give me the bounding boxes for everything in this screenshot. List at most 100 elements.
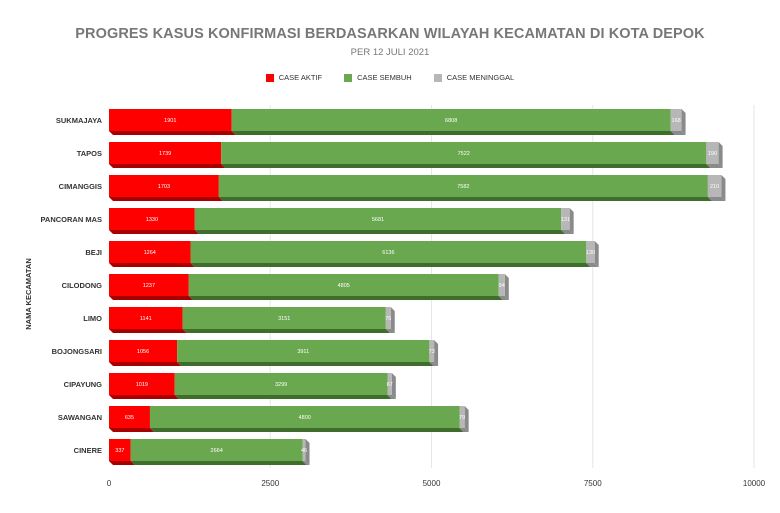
bar-depth-end — [718, 142, 723, 168]
bar-case-aktif — [109, 274, 189, 296]
bar-case-sembuh — [221, 142, 707, 164]
bar-depth-bottom — [231, 131, 675, 135]
bar-case-sembuh — [174, 373, 388, 395]
data-label-case-sembuh: 5681 — [372, 217, 384, 223]
bar-case-aktif — [109, 406, 150, 428]
x-tick-label: 7500 — [584, 479, 602, 488]
category-label: CINERE — [74, 446, 102, 455]
bar-depth-bottom — [109, 230, 199, 234]
bar-depth-bottom — [182, 329, 390, 333]
category-label: CILODONG — [62, 281, 103, 290]
y-axis-title: NAMA KECAMATAN — [24, 258, 33, 330]
bar-case-sembuh — [218, 175, 708, 197]
data-label-case-meninggal: 79 — [459, 415, 465, 421]
legend-label-case-sembuh: CASE SEMBUH — [357, 73, 412, 82]
x-tick-label: 2500 — [261, 479, 279, 488]
bar-depth-bottom — [188, 296, 503, 300]
bar-depth-bottom — [498, 296, 509, 300]
bar-depth-bottom — [109, 131, 236, 135]
data-label-case-meninggal: 130 — [586, 250, 595, 256]
bar-case-aktif — [109, 208, 195, 230]
bar-case-aktif — [109, 109, 232, 131]
data-label-case-sembuh: 6136 — [382, 250, 394, 256]
bar-case-aktif — [109, 439, 131, 461]
data-label-case-aktif: 635 — [125, 415, 134, 421]
legend-label-case-meninggal: CASE MENINGGAL — [446, 73, 515, 82]
data-label-case-meninggal: 67 — [387, 382, 393, 388]
x-tick-label: 0 — [107, 479, 112, 488]
bar-depth-bottom — [109, 395, 179, 399]
category-label: PANCORAN MAS — [40, 215, 102, 224]
bar-depth-bottom — [561, 230, 574, 234]
data-label-case-aktif: 1237 — [143, 283, 155, 289]
legend-swatch-case-aktif — [265, 73, 274, 82]
legend-swatch-case-meninggal — [433, 73, 442, 82]
bar-case-meninggal — [387, 373, 392, 395]
data-label-case-sembuh: 4805 — [338, 283, 350, 289]
bar-case-sembuh — [231, 109, 671, 131]
bar-depth-bottom — [177, 362, 434, 366]
data-label-case-meninggal: 46 — [301, 448, 307, 454]
bar-depth-end — [721, 175, 726, 201]
bar-case-meninggal — [707, 175, 722, 197]
bar-depth-bottom — [194, 230, 566, 234]
bar-case-meninggal — [429, 340, 435, 362]
data-label-case-meninggal: 190 — [708, 151, 717, 157]
bar-depth-bottom — [221, 164, 711, 168]
bar-depth-bottom — [109, 197, 223, 201]
category-label: LIMO — [83, 314, 102, 323]
data-label-case-aktif: 1330 — [146, 217, 158, 223]
data-label-case-aktif: 1019 — [136, 382, 148, 388]
bar-depth-bottom — [109, 461, 135, 465]
bar-depth-bottom — [670, 131, 686, 135]
x-tick-label: 10000 — [743, 479, 766, 488]
bar-case-meninggal — [706, 142, 719, 164]
data-label-case-sembuh: 3299 — [275, 382, 287, 388]
data-label-case-sembuh: 6808 — [445, 118, 457, 124]
chart-subtitle: PER 12 JULI 2021 — [350, 47, 430, 58]
bar-depth-end — [464, 406, 469, 432]
data-label-case-sembuh: 7522 — [458, 151, 470, 157]
category-label: CIPAYUNG — [64, 380, 103, 389]
data-label-case-aktif: 1901 — [164, 118, 176, 124]
bar-depth-end — [569, 208, 574, 234]
data-label-case-sembuh: 7582 — [457, 184, 469, 190]
bar-depth-bottom — [385, 329, 395, 333]
data-label-case-sembuh: 2664 — [211, 448, 223, 454]
bar-depth-bottom — [149, 428, 464, 432]
bar-case-sembuh — [149, 406, 460, 428]
data-label-case-meninggal: 168 — [672, 118, 681, 124]
y-axis-category-labels: SUKMAJAYA TAPOS CIMANGGIS PANCORAN MAS BEJI C… — [40, 116, 102, 455]
chart-title: PROGRES KASUS KONFIRMASI BERDASARKAN WIL… — [75, 26, 705, 42]
data-label-case-aktif: 1264 — [144, 250, 156, 256]
legend-item-case-aktif: CASE AKTIF — [265, 73, 323, 82]
bar-depth-bottom — [459, 428, 469, 432]
bar-depth-end — [390, 307, 395, 333]
bar-case-meninggal — [670, 109, 682, 131]
bar-case-aktif — [109, 175, 219, 197]
bar-depth-bottom — [109, 263, 195, 267]
data-label-case-meninggal: 73 — [429, 349, 435, 355]
bar-case-aktif — [109, 307, 183, 329]
category-label: BEJI — [85, 248, 102, 257]
bar-depth-bottom — [174, 395, 392, 399]
category-label: SUKMAJAYA — [56, 116, 103, 125]
data-label-case-sembuh: 3151 — [278, 316, 290, 322]
legend-swatch-case-sembuh — [344, 73, 353, 82]
category-label: CIMANGGIS — [59, 182, 102, 191]
data-label-case-aktif: 1703 — [158, 184, 170, 190]
bar-depth-bottom — [707, 197, 726, 201]
bar-depth-bottom — [586, 263, 599, 267]
bar-case-meninggal — [459, 406, 465, 428]
bar-depth-bottom — [302, 461, 310, 465]
legend-item-case-meninggal: CASE MENINGGAL — [433, 73, 515, 82]
bar-case-sembuh — [182, 307, 386, 329]
bar-depth-bottom — [130, 461, 307, 465]
bar-depth-end — [504, 274, 509, 300]
bar-case-aktif — [109, 340, 178, 362]
x-axis-ticks: 0 2500 5000 7500 10000 — [107, 479, 766, 488]
bar-case-meninggal — [586, 241, 595, 263]
legend-label-case-aktif: CASE AKTIF — [278, 73, 323, 82]
bar-case-aktif — [109, 241, 191, 263]
bars: 1901 6808 168 1739 7522 190 1703 7582 210 1330 568… — [109, 109, 726, 465]
